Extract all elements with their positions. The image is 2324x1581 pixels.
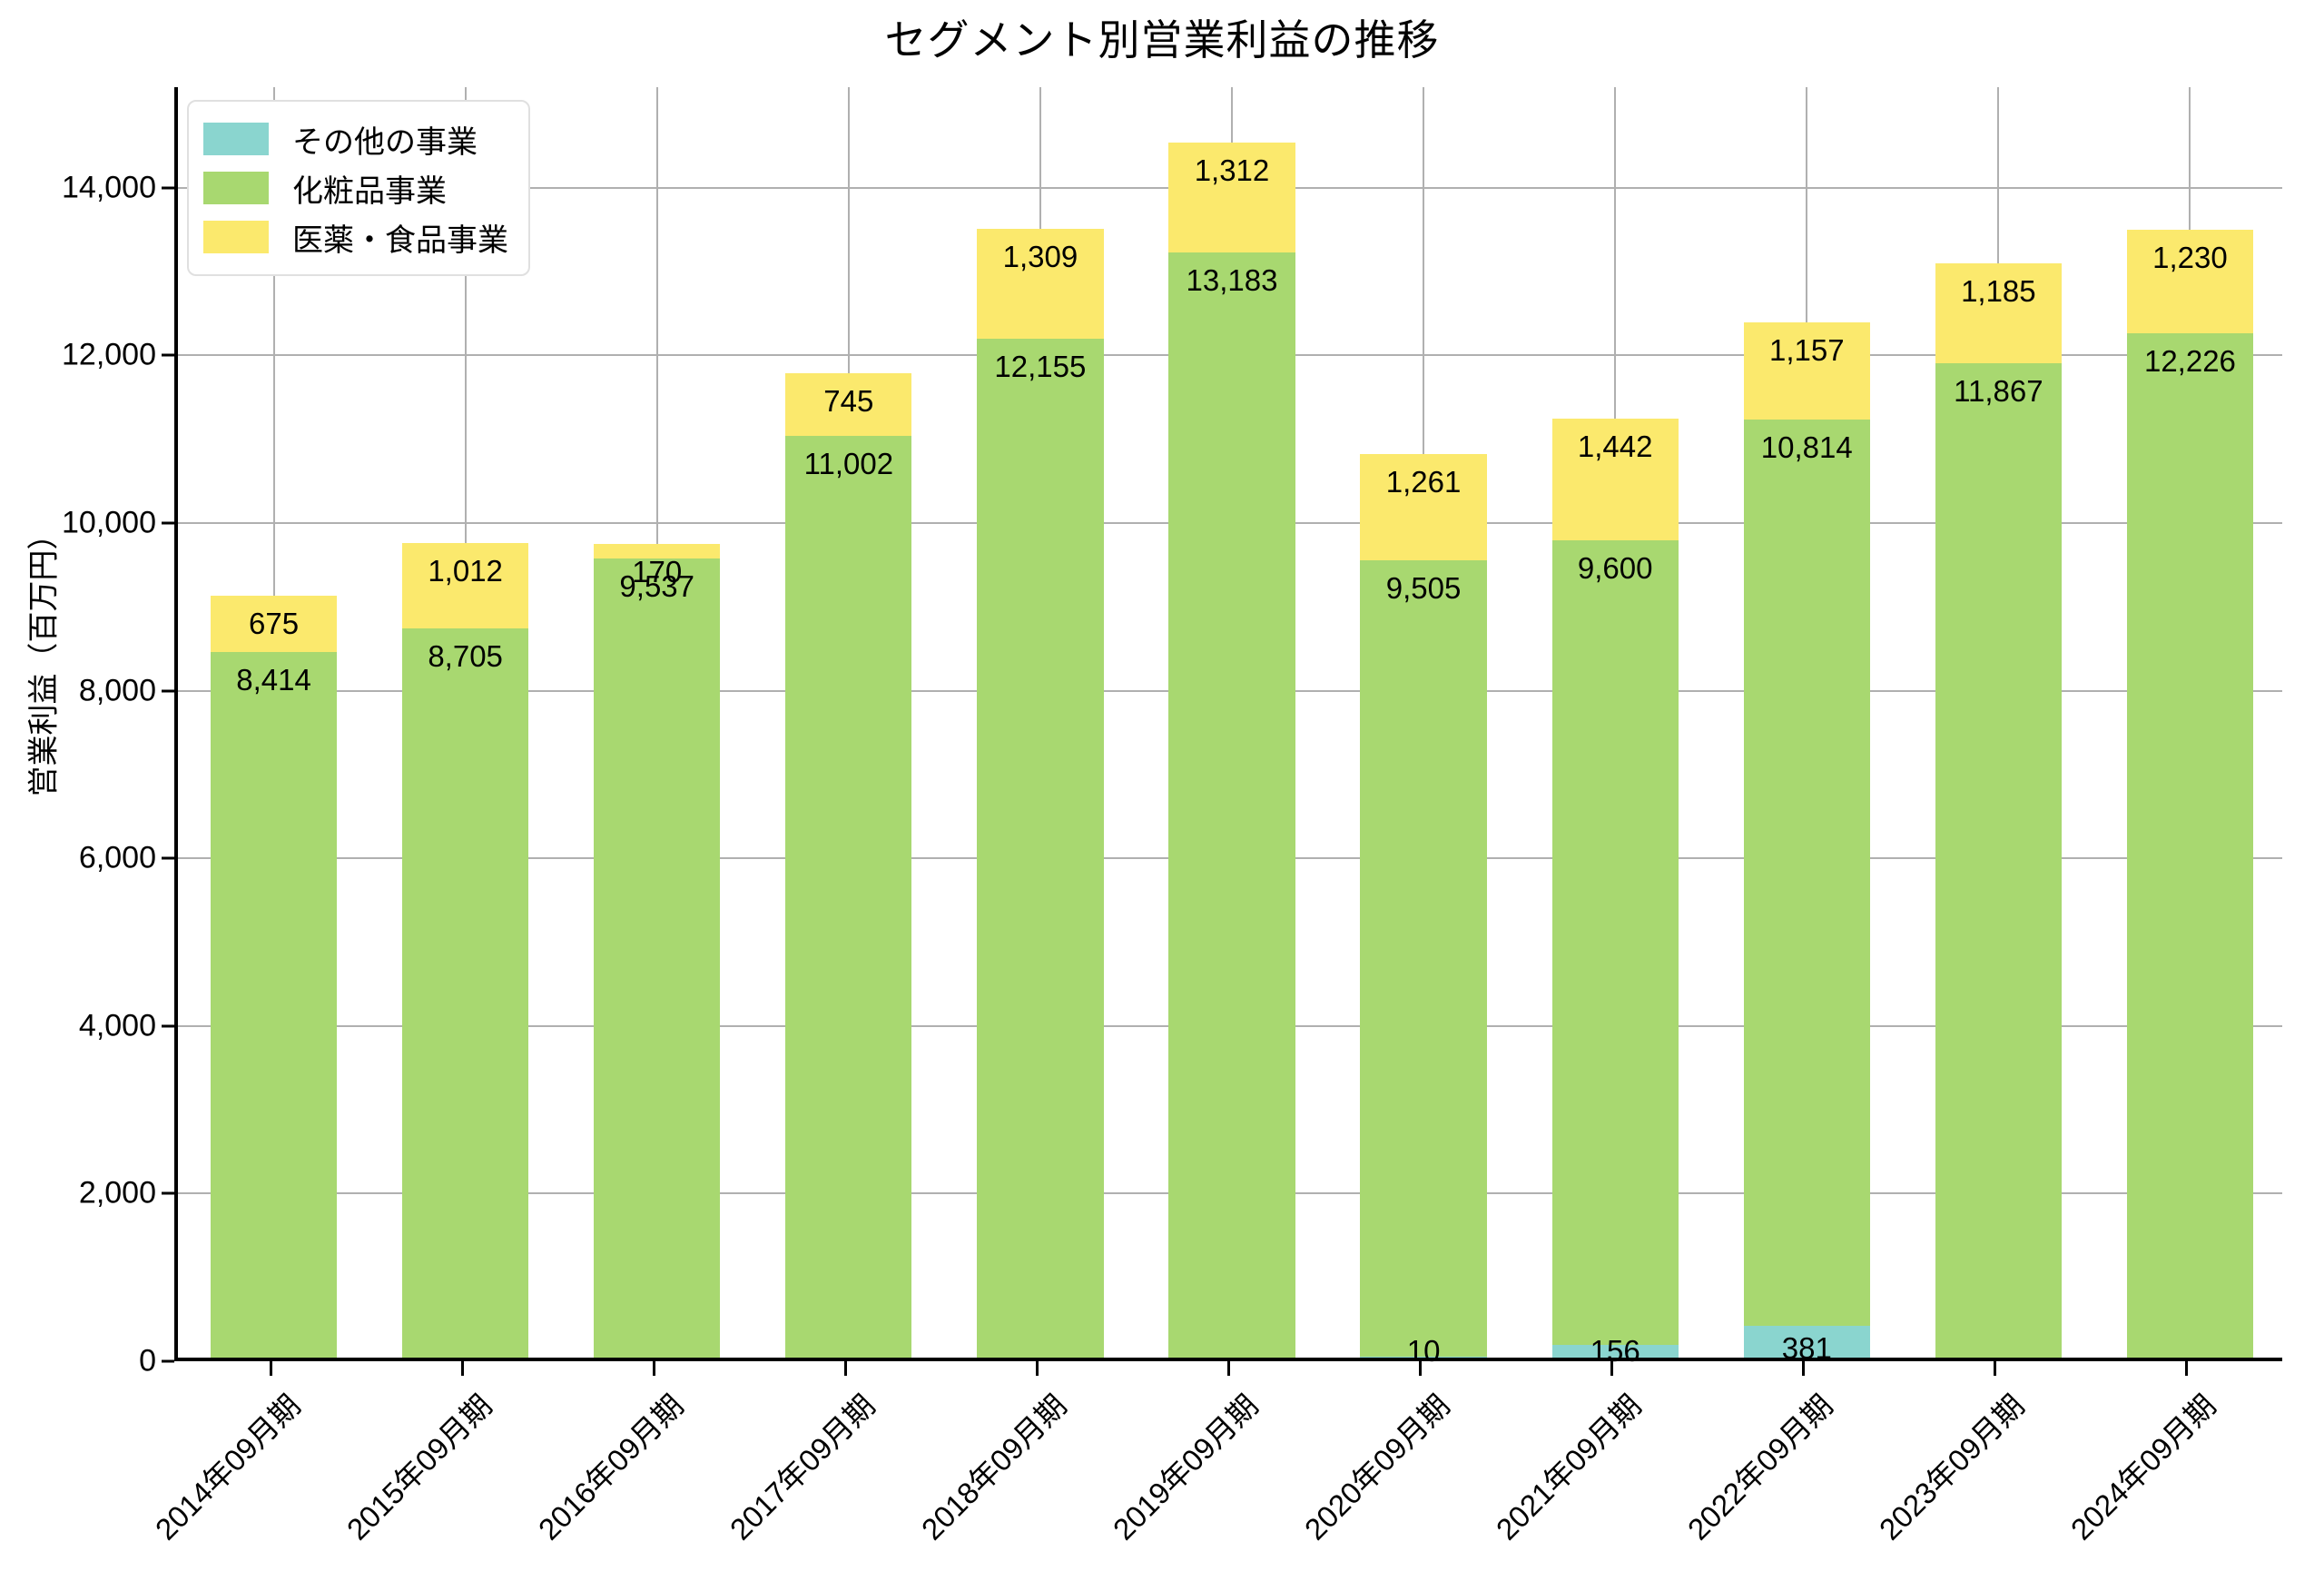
y-axis-tick-mark	[162, 689, 174, 693]
x-axis-tick-label: 2019年09月期	[1106, 1388, 1265, 1546]
bar-segment-medicine-food[interactable]	[2126, 229, 2254, 333]
x-axis-tick-mark	[460, 1361, 464, 1376]
y-axis-tick-label: 0	[139, 1343, 156, 1378]
bar-segment-medicine-food[interactable]	[785, 372, 912, 436]
y-axis-tick-mark	[162, 1191, 174, 1195]
y-axis-tick-label: 6,000	[78, 840, 156, 875]
legend-item-label: その他の事業	[292, 124, 478, 160]
y-axis-tick-mark	[162, 521, 174, 525]
bar-group[interactable]: 381 10,814 1,157	[1743, 84, 1870, 1365]
bar-group[interactable]: 8,705 1,012	[401, 84, 529, 1358]
bar-group[interactable]: 156 9,600 1,442	[1551, 84, 1679, 1368]
x-axis-tick-label: 2023年09月期	[1873, 1388, 2032, 1546]
y-axis-label: 営業利益（百万円）	[26, 519, 62, 797]
x-axis-tick-mark	[269, 1361, 272, 1376]
x-axis-tick-label: 2024年09月期	[2064, 1388, 2223, 1546]
bar-segment-other[interactable]	[1743, 1325, 1870, 1358]
x-axis-tick-mark	[652, 1361, 655, 1376]
legend-item-label: 医薬・食品事業	[292, 222, 508, 258]
x-axis-tick-mark	[1802, 1361, 1806, 1376]
legend-item[interactable]: その他の事業	[203, 114, 508, 163]
bar-group[interactable]: 10 9,505 1,261	[1360, 84, 1487, 1368]
legend-item[interactable]: 医薬・食品事業	[203, 212, 508, 262]
bar-segment-other[interactable]	[1360, 1357, 1487, 1358]
bar-segment-medicine-food[interactable]	[594, 544, 721, 558]
y-axis-tick-mark	[162, 1359, 174, 1363]
x-axis-tick-label: 2017年09月期	[723, 1388, 881, 1546]
bar-segment-medicine-food[interactable]	[1743, 321, 1870, 420]
bar-segment-cosmetics[interactable]	[594, 558, 721, 1358]
bar-segment-cosmetics[interactable]	[1551, 539, 1679, 1345]
y-axis-tick-label: 14,000	[62, 170, 156, 205]
bar-segment-cosmetics[interactable]	[977, 339, 1104, 1358]
bar-segment-cosmetics[interactable]	[785, 435, 912, 1358]
x-axis-tick-mark	[843, 1361, 847, 1376]
bar-segment-cosmetics[interactable]	[401, 627, 529, 1358]
bar-segment-medicine-food[interactable]	[1551, 419, 1679, 540]
x-axis-tick-mark	[1610, 1361, 1614, 1376]
x-axis-tick-mark	[1419, 1361, 1423, 1376]
bar-segment-medicine-food[interactable]	[1168, 143, 1295, 253]
bar-segment-medicine-food[interactable]	[1360, 454, 1487, 560]
y-axis-tick-label: 8,000	[78, 673, 156, 708]
bar-segment-other[interactable]	[1551, 1344, 1679, 1358]
bar-segment-cosmetics[interactable]	[1360, 559, 1487, 1358]
y-axis-tick-label: 4,000	[78, 1008, 156, 1043]
x-axis-tick-label: 2018年09月期	[914, 1388, 1073, 1546]
y-axis-tick-mark	[162, 856, 174, 860]
x-axis-tick-label: 2015年09月期	[340, 1388, 498, 1546]
bar-segment-cosmetics[interactable]	[210, 652, 338, 1358]
bar-segment-medicine-food[interactable]	[977, 229, 1104, 340]
x-axis-tick-mark	[1035, 1361, 1039, 1376]
x-axis-tick-label: 2014年09月期	[148, 1388, 307, 1546]
bar-group[interactable]: 12,226 1,230	[2126, 84, 2254, 1358]
chart-figure: セグメント別営業利益の推移 0 2,000 4,000 6,000 8,000 10,00…	[26, 16, 2282, 1546]
x-axis-tick-mark	[2185, 1361, 2189, 1376]
bar-segment-cosmetics[interactable]	[2126, 332, 2254, 1358]
chart-legend: その他の事業 化粧品事業医薬・食品事業	[187, 100, 530, 276]
bar-group[interactable]: 13,183 1,312	[1168, 84, 1295, 1358]
y-axis-tick-mark	[162, 1024, 174, 1028]
y-axis-tick-label: 12,000	[62, 337, 156, 372]
bar-segment-medicine-food[interactable]	[1935, 263, 2063, 363]
bar-segment-cosmetics[interactable]	[1935, 362, 2063, 1358]
bar-group[interactable]: 11,867 1,185	[1935, 84, 2063, 1358]
bar-segment-cosmetics[interactable]	[1168, 252, 1295, 1358]
legend-swatch-icon	[203, 221, 269, 253]
y-axis-tick-mark	[162, 186, 174, 190]
legend-swatch-icon	[203, 123, 269, 155]
y-axis-tick-label: 2,000	[78, 1175, 156, 1210]
x-axis-tick-label: 2022年09月期	[1681, 1388, 1840, 1546]
bar-group[interactable]: 11,002 745	[785, 84, 912, 1358]
y-axis-tick-mark	[162, 353, 174, 357]
x-axis-tick-label: 2016年09月期	[531, 1388, 690, 1546]
legend-item[interactable]: 化粧品事業	[203, 163, 508, 212]
x-axis-tick-mark	[1994, 1361, 1997, 1376]
plot-area: 8,414 675 8,705 1,012 9,537 170 11,002 745 12,15…	[174, 84, 2282, 1368]
x-axis-tick-mark	[1227, 1361, 1230, 1376]
bar-segment-medicine-food[interactable]	[210, 596, 338, 653]
legend-swatch-icon	[203, 172, 269, 204]
x-axis-tick-label: 2021年09月期	[1489, 1388, 1648, 1546]
y-axis-tick-label: 10,000	[62, 505, 156, 540]
chart-title: セグメント別営業利益の推移	[884, 16, 1440, 64]
bar-group[interactable]: 12,155 1,309	[977, 84, 1104, 1358]
x-axis-tick-label: 2020年09月期	[1297, 1388, 1456, 1546]
bar-group[interactable]: 9,537 170	[594, 84, 721, 1358]
bar-segment-medicine-food[interactable]	[401, 543, 529, 628]
bar-segment-cosmetics[interactable]	[1743, 419, 1870, 1326]
legend-item-label: 化粧品事業	[292, 173, 447, 209]
